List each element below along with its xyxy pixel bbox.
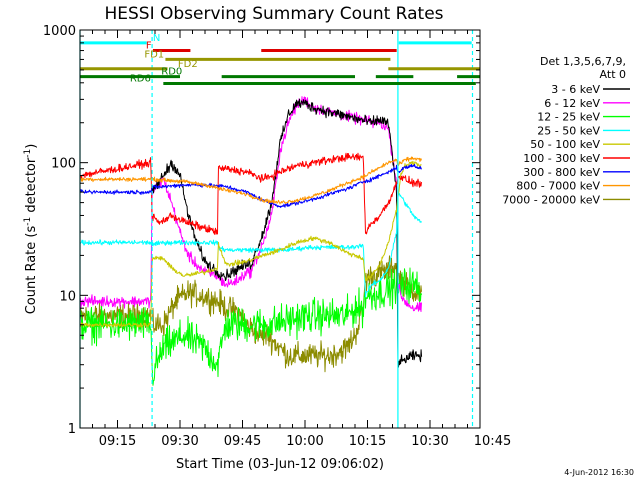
- legend-label: 100 - 300 keV: [523, 152, 600, 165]
- x-tick-label: 09:15: [99, 434, 136, 449]
- x-tick-label: 10:15: [349, 434, 386, 449]
- legend-label: 300 - 800 keV: [523, 166, 600, 179]
- legend-label: 12 - 25 keV: [537, 111, 600, 124]
- series-line-8: [80, 156, 422, 205]
- y-axis-ticks: 1 10 100 1000: [43, 24, 480, 437]
- series-layer: [80, 96, 423, 386]
- y-tick-label: 10: [59, 289, 76, 304]
- y-axis-label-sup2: -1: [23, 149, 33, 158]
- x-axis-ticks: 09:15 09:30 09:45 10:00 10:15 10:30 10:45: [79, 30, 511, 449]
- x-tick-label: 09:30: [161, 434, 198, 449]
- x-axis-label: Start Time (03-Jun-12 09:06:02): [176, 457, 384, 472]
- legend-label: 3 - 6 keV: [551, 83, 600, 96]
- flag-label-rd6: RD6: [130, 74, 151, 85]
- x-tick-label: 09:45: [224, 434, 261, 449]
- series-line-6: [80, 152, 422, 235]
- x-tick-label: 10:45: [474, 434, 511, 449]
- legend-label: 6 - 12 keV: [544, 97, 600, 110]
- flag-label-rd0: RD0: [161, 67, 182, 78]
- flag-label-fd2: FD2: [178, 59, 198, 70]
- legend-header-detectors: Det 1,3,5,6,7,9,: [540, 55, 626, 68]
- y-tick-label: 1: [68, 422, 76, 437]
- x-tick-label: 10:00: [286, 434, 323, 449]
- flag-label-n: N: [153, 33, 160, 44]
- y-axis-label-main: Count Rate (s: [24, 226, 39, 315]
- y-tick-label: 100: [51, 157, 76, 172]
- flag-label-fd1: FD1: [144, 49, 164, 60]
- legend-label: 7000 - 20000 keV: [502, 193, 600, 206]
- plot-timestamp: 4-Jun-2012 16:30: [564, 468, 634, 477]
- y-axis-label-sup1: -1: [23, 217, 33, 226]
- y-tick-label: 1000: [43, 24, 76, 39]
- y-axis-label-end: ): [24, 144, 39, 149]
- y-axis-label-mid: detector: [24, 157, 39, 217]
- x-tick-label: 10:30: [411, 434, 448, 449]
- legend-label: 25 - 50 keV: [537, 124, 600, 137]
- chart-title: HESSI Observing Summary Count Rates: [104, 4, 443, 24]
- flag-label-f: F: [146, 41, 152, 52]
- y-axis-label: Count Rate (s-1 detector-1): [23, 144, 39, 315]
- legend-label: 800 - 7000 keV: [516, 180, 600, 193]
- series-line-0: [80, 255, 422, 373]
- series-line-5: [80, 160, 422, 328]
- legend-header-attenuator: Att 0: [600, 68, 626, 81]
- legend-label: 50 - 100 keV: [530, 138, 600, 151]
